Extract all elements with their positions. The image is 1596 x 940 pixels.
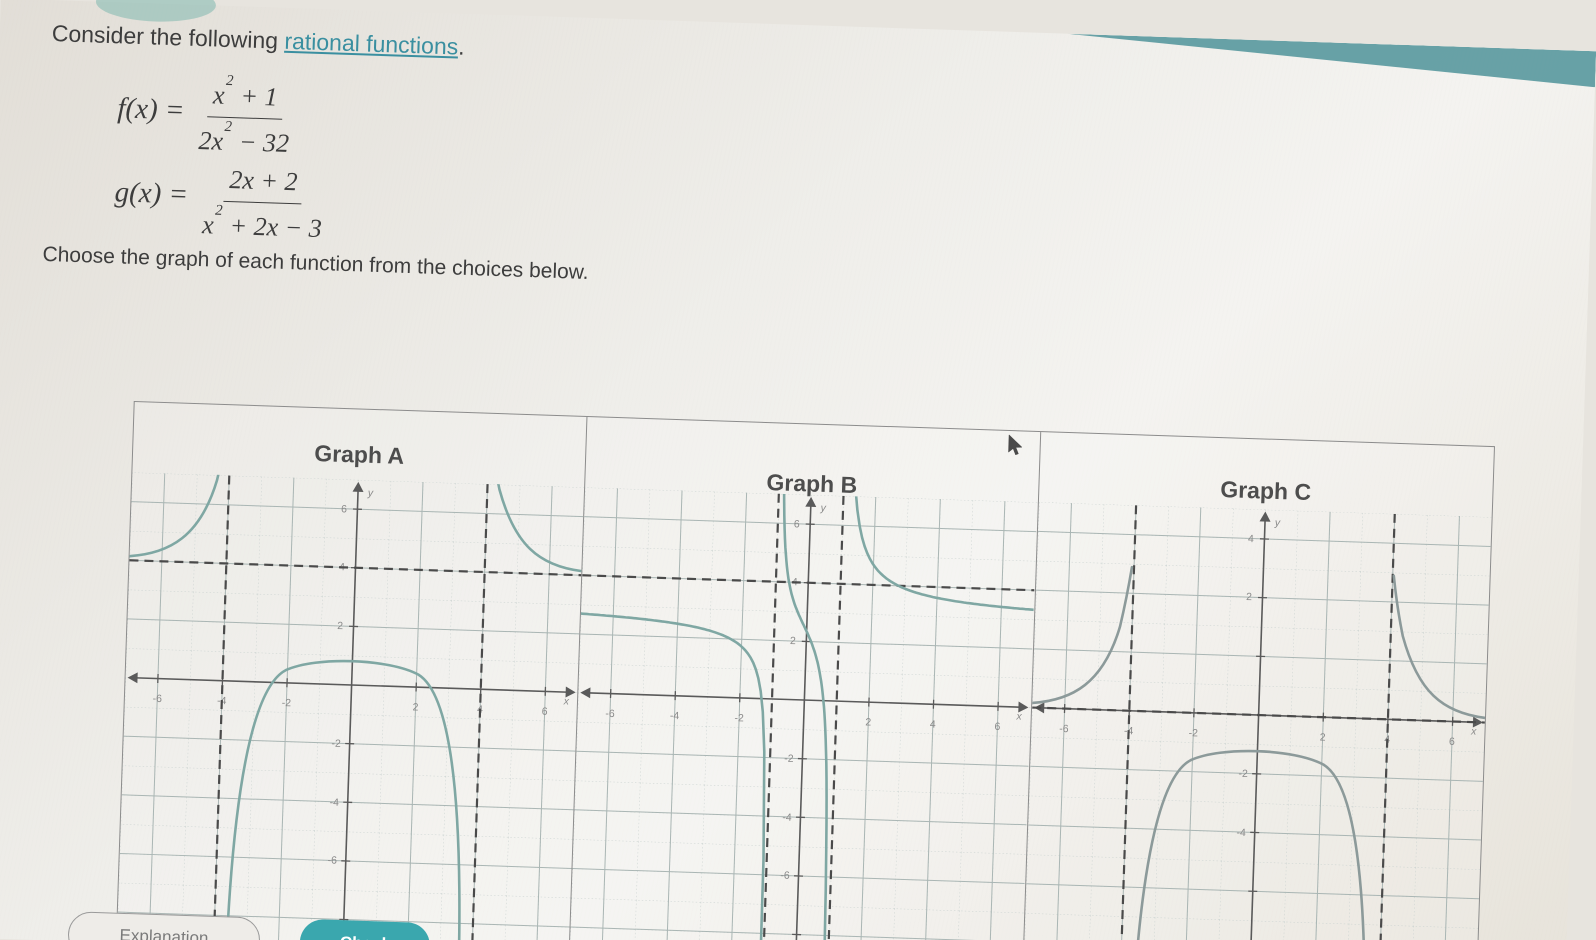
svg-text:2: 2 <box>1246 591 1252 603</box>
svg-text:6: 6 <box>542 707 548 718</box>
svg-text:-6: -6 <box>327 855 337 866</box>
svg-text:6: 6 <box>794 519 800 530</box>
svg-text:x: x <box>1016 711 1023 722</box>
svg-text:4: 4 <box>1247 533 1253 545</box>
svg-text:-2: -2 <box>1188 727 1198 739</box>
svg-text:-2: -2 <box>331 739 341 750</box>
svg-text:-4: -4 <box>670 711 680 722</box>
svg-text:6: 6 <box>995 722 1001 733</box>
svg-text:2: 2 <box>337 621 343 632</box>
svg-text:-6: -6 <box>605 709 615 720</box>
svg-text:-2: -2 <box>784 754 794 765</box>
svg-text:x: x <box>1470 725 1477 737</box>
svg-text:2: 2 <box>412 702 418 713</box>
svg-text:2: 2 <box>790 636 796 647</box>
svg-text:y: y <box>820 503 827 514</box>
svg-text:6: 6 <box>341 504 347 515</box>
svg-text:-6: -6 <box>152 694 162 705</box>
svg-text:-2: -2 <box>735 713 745 724</box>
svg-text:4: 4 <box>930 720 936 731</box>
svg-text:y: y <box>1273 517 1280 529</box>
svg-text:x: x <box>563 696 570 707</box>
svg-text:2: 2 <box>1319 731 1325 743</box>
svg-text:-2: -2 <box>282 698 292 709</box>
svg-text:-4: -4 <box>329 798 339 809</box>
svg-text:-6: -6 <box>781 870 791 881</box>
svg-text:-2: -2 <box>1238 768 1248 780</box>
svg-text:-4: -4 <box>1236 827 1246 839</box>
svg-text:2: 2 <box>865 717 871 728</box>
svg-text:-6: -6 <box>1059 723 1069 735</box>
svg-text:-4: -4 <box>782 813 792 824</box>
svg-text:6: 6 <box>1448 736 1454 748</box>
svg-text:y: y <box>367 488 374 499</box>
